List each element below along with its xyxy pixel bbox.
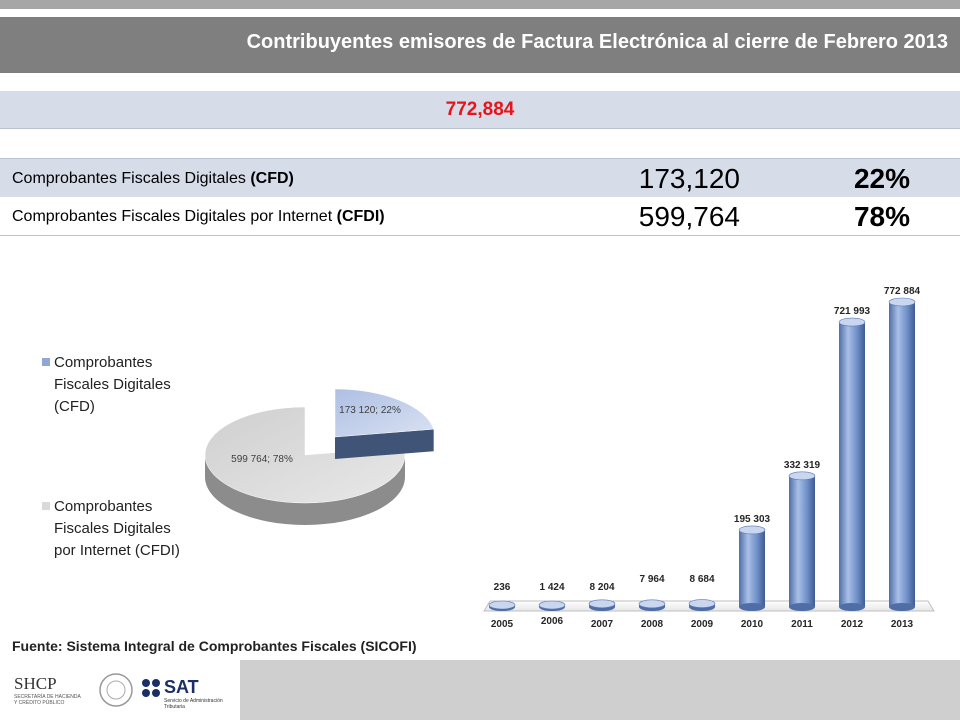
bar-category-label: 2012	[841, 619, 864, 630]
sat-subtitle: Servicio de Administración Tributaria	[164, 698, 223, 710]
total-row: 772,884	[0, 91, 960, 129]
summary-percent: 22%	[853, 163, 910, 194]
bar-chart: 236 2005 1 424 2006 8 204 2007 7 964 2008 8 684 2…	[483, 286, 935, 630]
legend-swatch	[42, 358, 50, 366]
bar	[588, 599, 616, 611]
summary-percent: 78%	[853, 201, 910, 232]
legend-swatch	[42, 502, 50, 510]
bar-body	[889, 302, 915, 607]
bar	[888, 297, 916, 611]
bar-category-label: 2010	[741, 619, 764, 630]
bar-body	[739, 529, 765, 607]
bar-category-label: 2006	[541, 616, 564, 627]
sat-logo-icon	[142, 679, 160, 697]
bar	[838, 317, 866, 611]
bar-top	[538, 600, 566, 610]
bar-body	[839, 322, 865, 607]
summary-label-abbr: (CFDI)	[336, 208, 385, 225]
total-value: 772,884	[445, 99, 515, 120]
page-title: Contribuyentes emisores de Factura Elect…	[246, 31, 948, 53]
bar-top	[638, 599, 666, 609]
divider	[0, 128, 960, 129]
bar-category-label: 2005	[491, 619, 514, 630]
bar	[638, 599, 666, 611]
bar-data-label: 195 303	[734, 514, 771, 525]
summary-label-abbr: (CFD)	[250, 170, 294, 187]
bar-data-label: 236	[494, 582, 511, 593]
shcp-subtitle: SECRETARÍA DE HACIENDA Y CRÉDITO PÚBLICO	[14, 694, 81, 706]
bar-data-label: 1 424	[539, 582, 564, 593]
bar-category-label: 2007	[591, 619, 614, 630]
bar-top	[488, 600, 516, 610]
bar	[788, 471, 816, 611]
bar-base	[839, 603, 865, 611]
logo-area: SHCP SECRETARÍA DE HACIENDA Y CRÉDITO PÚ…	[0, 660, 240, 720]
bar	[738, 525, 766, 611]
legend-label: Comprobantes Fiscales Digitales por Inte…	[54, 498, 180, 559]
bar-body	[789, 475, 815, 607]
sat-logo: SAT	[164, 677, 199, 697]
summary-label: Comprobantes Fiscales Digitales por Inte…	[12, 208, 385, 226]
bar-base	[789, 603, 815, 611]
bar-category-label: 2008	[641, 619, 664, 630]
pie-data-label: 599 764; 78%	[231, 454, 293, 465]
title-bar: Contribuyentes emisores de Factura Elect…	[0, 17, 960, 73]
footer: SHCP SECRETARÍA DE HACIENDA Y CRÉDITO PÚ…	[0, 660, 960, 720]
pie-slice-top	[204, 406, 406, 504]
pie-chart: 173 120; 22% 599 764; 78%	[204, 388, 435, 525]
bar-top	[588, 599, 616, 609]
bar-data-label: 772 884	[884, 286, 921, 297]
bar-top	[738, 525, 766, 535]
bar-data-label: 8 204	[589, 582, 614, 593]
pie-slice-top	[334, 388, 435, 438]
summary-row-cfd: Comprobantes Fiscales Digitales (CFD) 17…	[0, 158, 960, 197]
pie-slice-face	[335, 429, 434, 459]
bar-base	[739, 603, 765, 611]
bar-data-label: 332 319	[784, 460, 821, 471]
summary-count: 173,120	[638, 163, 740, 194]
bar	[688, 599, 716, 611]
summary-row-cfdi: Comprobantes Fiscales Digitales por Inte…	[0, 197, 960, 236]
pie-slice	[334, 388, 435, 459]
summary-label-text: Comprobantes Fiscales Digitales	[12, 170, 246, 187]
bar-category-label: 2011	[791, 619, 813, 630]
bar-data-label: 7 964	[639, 574, 664, 585]
bar-top	[888, 297, 916, 307]
bar-top	[838, 317, 866, 327]
bar-top	[688, 599, 716, 608]
pie-legend: Comprobantes Fiscales Digitales (CFD) Co…	[42, 352, 192, 640]
bar-category-label: 2013	[891, 619, 914, 630]
bar-data-label: 8 684	[689, 574, 714, 585]
bar	[538, 600, 566, 611]
bar-top	[788, 471, 816, 481]
legend-item-cfd: Comprobantes Fiscales Digitales (CFD)	[42, 352, 192, 418]
summary-label: Comprobantes Fiscales Digitales (CFD)	[12, 170, 294, 188]
bar-category-label: 2009	[691, 619, 714, 630]
legend-label: Comprobantes Fiscales Digitales (CFD)	[54, 354, 171, 415]
shcp-logo: SHCP	[14, 674, 57, 693]
bar-base	[889, 603, 915, 611]
summary-count: 599,764	[638, 201, 740, 232]
legend-item-cfdi: Comprobantes Fiscales Digitales por Inte…	[42, 496, 192, 562]
bar	[488, 600, 516, 611]
bar-data-label: 721 993	[834, 306, 871, 317]
summary-label-text: Comprobantes Fiscales Digitales por Inte…	[12, 208, 333, 225]
top-accent-bar	[0, 0, 960, 9]
emblem-icon	[99, 673, 133, 707]
source-note: Fuente: Sistema Integral de Comprobantes…	[12, 638, 417, 654]
pie-data-label: 173 120; 22%	[339, 405, 401, 416]
pie-slice-side	[205, 455, 405, 525]
